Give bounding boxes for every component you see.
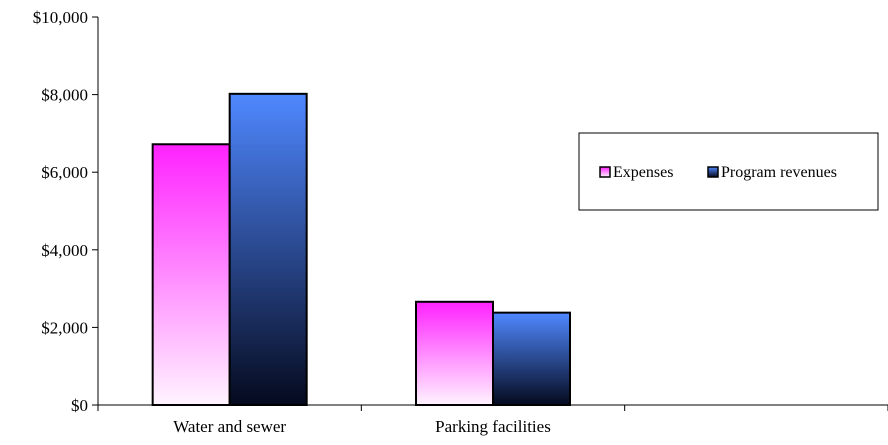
legend-label-expenses: Expenses xyxy=(613,164,673,181)
legend-label-program-revenues: Program revenues xyxy=(721,164,837,181)
bar-expenses-1 xyxy=(415,300,494,406)
legend xyxy=(578,132,879,211)
y-tick-label: $2,000 xyxy=(41,318,88,337)
bar-expenses-0 xyxy=(151,143,231,406)
y-tick-label: $10,000 xyxy=(33,8,88,27)
y-tick-label: $4,000 xyxy=(41,241,88,260)
legend-swatch-program-revenues xyxy=(707,166,719,178)
x-category-label: Parking facilities xyxy=(435,417,551,436)
bar-program-revenues-0 xyxy=(228,92,308,406)
bar-program-revenues-1 xyxy=(492,311,571,407)
legend-swatch-expenses xyxy=(599,166,611,178)
y-tick-label: $6,000 xyxy=(41,163,88,182)
x-category-label: Water and sewer xyxy=(173,417,286,436)
y-tick-label: $0 xyxy=(71,396,88,415)
y-tick-label: $8,000 xyxy=(41,86,88,105)
